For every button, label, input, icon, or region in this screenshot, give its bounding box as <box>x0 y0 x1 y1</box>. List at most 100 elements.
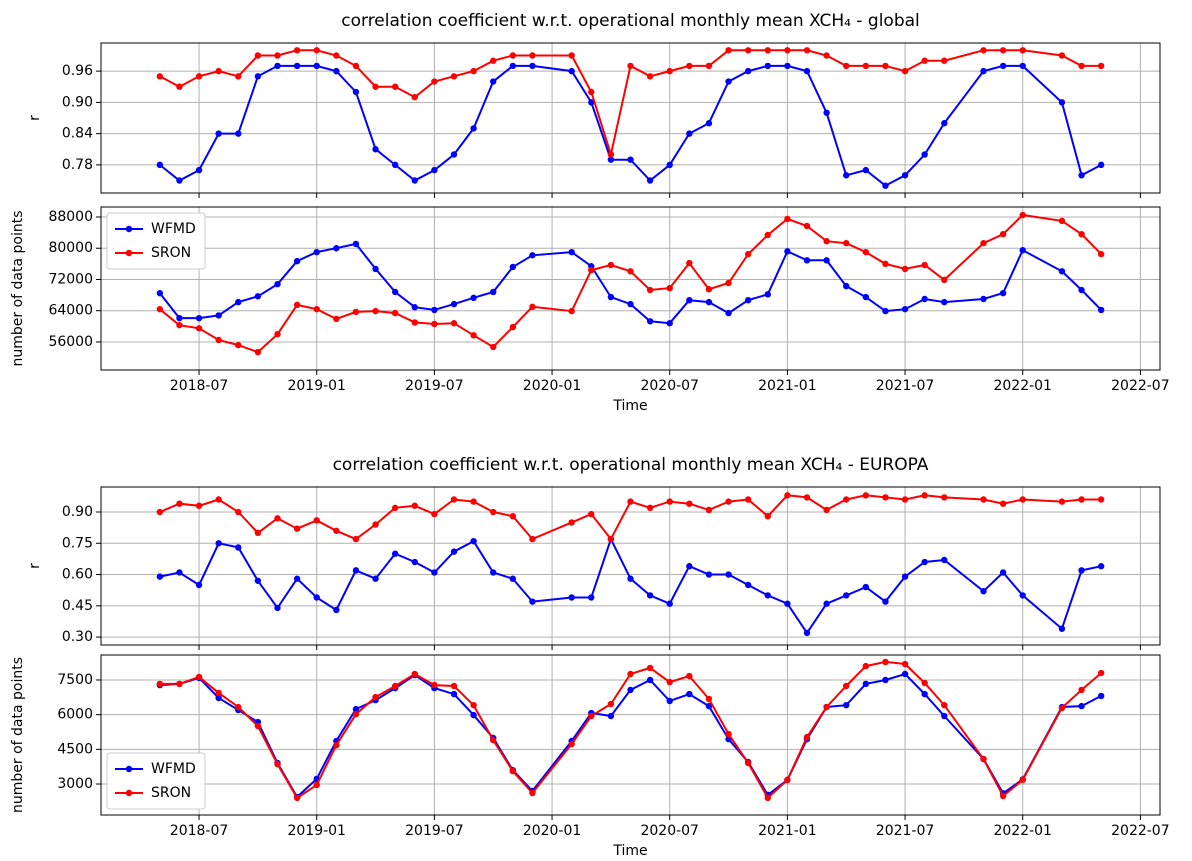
data-point <box>352 62 360 70</box>
data-point <box>352 710 360 718</box>
data-point <box>725 730 732 738</box>
x-tick-label: 2021-01 <box>758 378 817 394</box>
data-point <box>862 62 870 70</box>
data-point <box>411 304 418 311</box>
x-axis-label: Time <box>612 398 647 414</box>
data-point <box>156 305 164 313</box>
data-point <box>803 629 811 637</box>
data-point <box>568 307 575 315</box>
data-point <box>313 305 320 313</box>
data-point <box>862 293 870 301</box>
data-point <box>901 670 909 678</box>
x-tick-label: 2022-01 <box>993 823 1052 839</box>
data-point <box>607 535 615 543</box>
data-point <box>293 301 301 309</box>
data-point <box>941 712 948 720</box>
y-axis-label: number of data points <box>10 657 26 813</box>
data-point <box>666 284 673 292</box>
data-point <box>921 492 928 499</box>
data-point <box>313 517 320 524</box>
legend-label: WFMD <box>151 761 196 777</box>
x-tick-label: 2019-07 <box>405 378 464 394</box>
data-point <box>450 300 458 308</box>
data-point <box>1078 702 1085 710</box>
data-point <box>980 755 987 763</box>
series-line <box>159 660 1102 800</box>
data-point <box>176 83 183 90</box>
y-tick-label: 0.96 <box>62 63 93 79</box>
data-point <box>333 52 340 59</box>
data-point <box>254 293 262 300</box>
legend-marker <box>125 225 133 233</box>
data-point <box>470 125 477 132</box>
data-point <box>1019 211 1026 219</box>
data-point <box>411 558 418 566</box>
data-point <box>823 257 830 264</box>
data-point <box>1097 692 1105 700</box>
y-tick-label: 0.90 <box>62 94 93 110</box>
x-tick-label: 2020-01 <box>523 823 582 839</box>
data-point <box>333 527 340 534</box>
data-point <box>293 47 301 54</box>
data-point <box>372 307 379 315</box>
data-point <box>921 295 928 303</box>
data-point <box>921 679 928 687</box>
data-point <box>784 248 791 255</box>
data-point <box>705 695 713 703</box>
data-point <box>646 318 654 325</box>
data-point <box>705 506 713 514</box>
chart-title: correlation coefficient w.r.t. operation… <box>341 11 920 31</box>
data-point <box>921 558 928 566</box>
data-point <box>744 759 752 767</box>
data-point <box>627 268 634 275</box>
data-point <box>666 600 673 607</box>
data-point <box>646 592 654 599</box>
data-point <box>1058 625 1066 632</box>
data-point <box>1078 686 1085 694</box>
data-point <box>803 257 811 264</box>
data-point <box>372 83 379 90</box>
data-point <box>176 569 183 576</box>
x-tick-label: 2021-07 <box>876 378 935 394</box>
data-point <box>333 245 340 252</box>
data-point <box>843 62 850 70</box>
data-point <box>725 498 732 505</box>
data-point <box>372 575 379 582</box>
data-point <box>274 604 281 612</box>
legend-label: SRON <box>151 785 191 801</box>
y-tick-label: 64000 <box>48 303 93 319</box>
data-point <box>901 265 909 273</box>
data-point <box>941 57 948 64</box>
data-point <box>431 306 438 314</box>
data-point <box>1058 498 1066 505</box>
data-point <box>333 315 340 323</box>
data-point <box>1097 161 1105 169</box>
data-point <box>627 498 634 505</box>
data-point <box>725 309 732 317</box>
data-point <box>391 309 399 317</box>
data-point <box>744 496 752 503</box>
data-point <box>1078 62 1085 70</box>
data-point <box>803 67 811 75</box>
data-point <box>254 73 262 80</box>
data-point <box>862 680 870 688</box>
data-point <box>627 670 634 678</box>
data-point <box>1019 496 1026 503</box>
data-point <box>235 73 242 80</box>
data-point <box>509 767 517 775</box>
series-line <box>159 64 1102 187</box>
data-point <box>529 598 536 605</box>
data-point <box>1019 592 1026 599</box>
data-point <box>744 47 752 54</box>
data-point <box>744 67 752 75</box>
data-point <box>490 508 497 516</box>
data-point <box>470 332 477 339</box>
data-point <box>646 676 654 684</box>
data-point <box>470 498 477 505</box>
data-point <box>1097 669 1105 677</box>
data-point <box>843 592 850 599</box>
y-tick-label: 0.84 <box>62 126 93 142</box>
data-point <box>666 498 673 505</box>
data-point <box>803 47 811 54</box>
data-point <box>333 67 340 75</box>
